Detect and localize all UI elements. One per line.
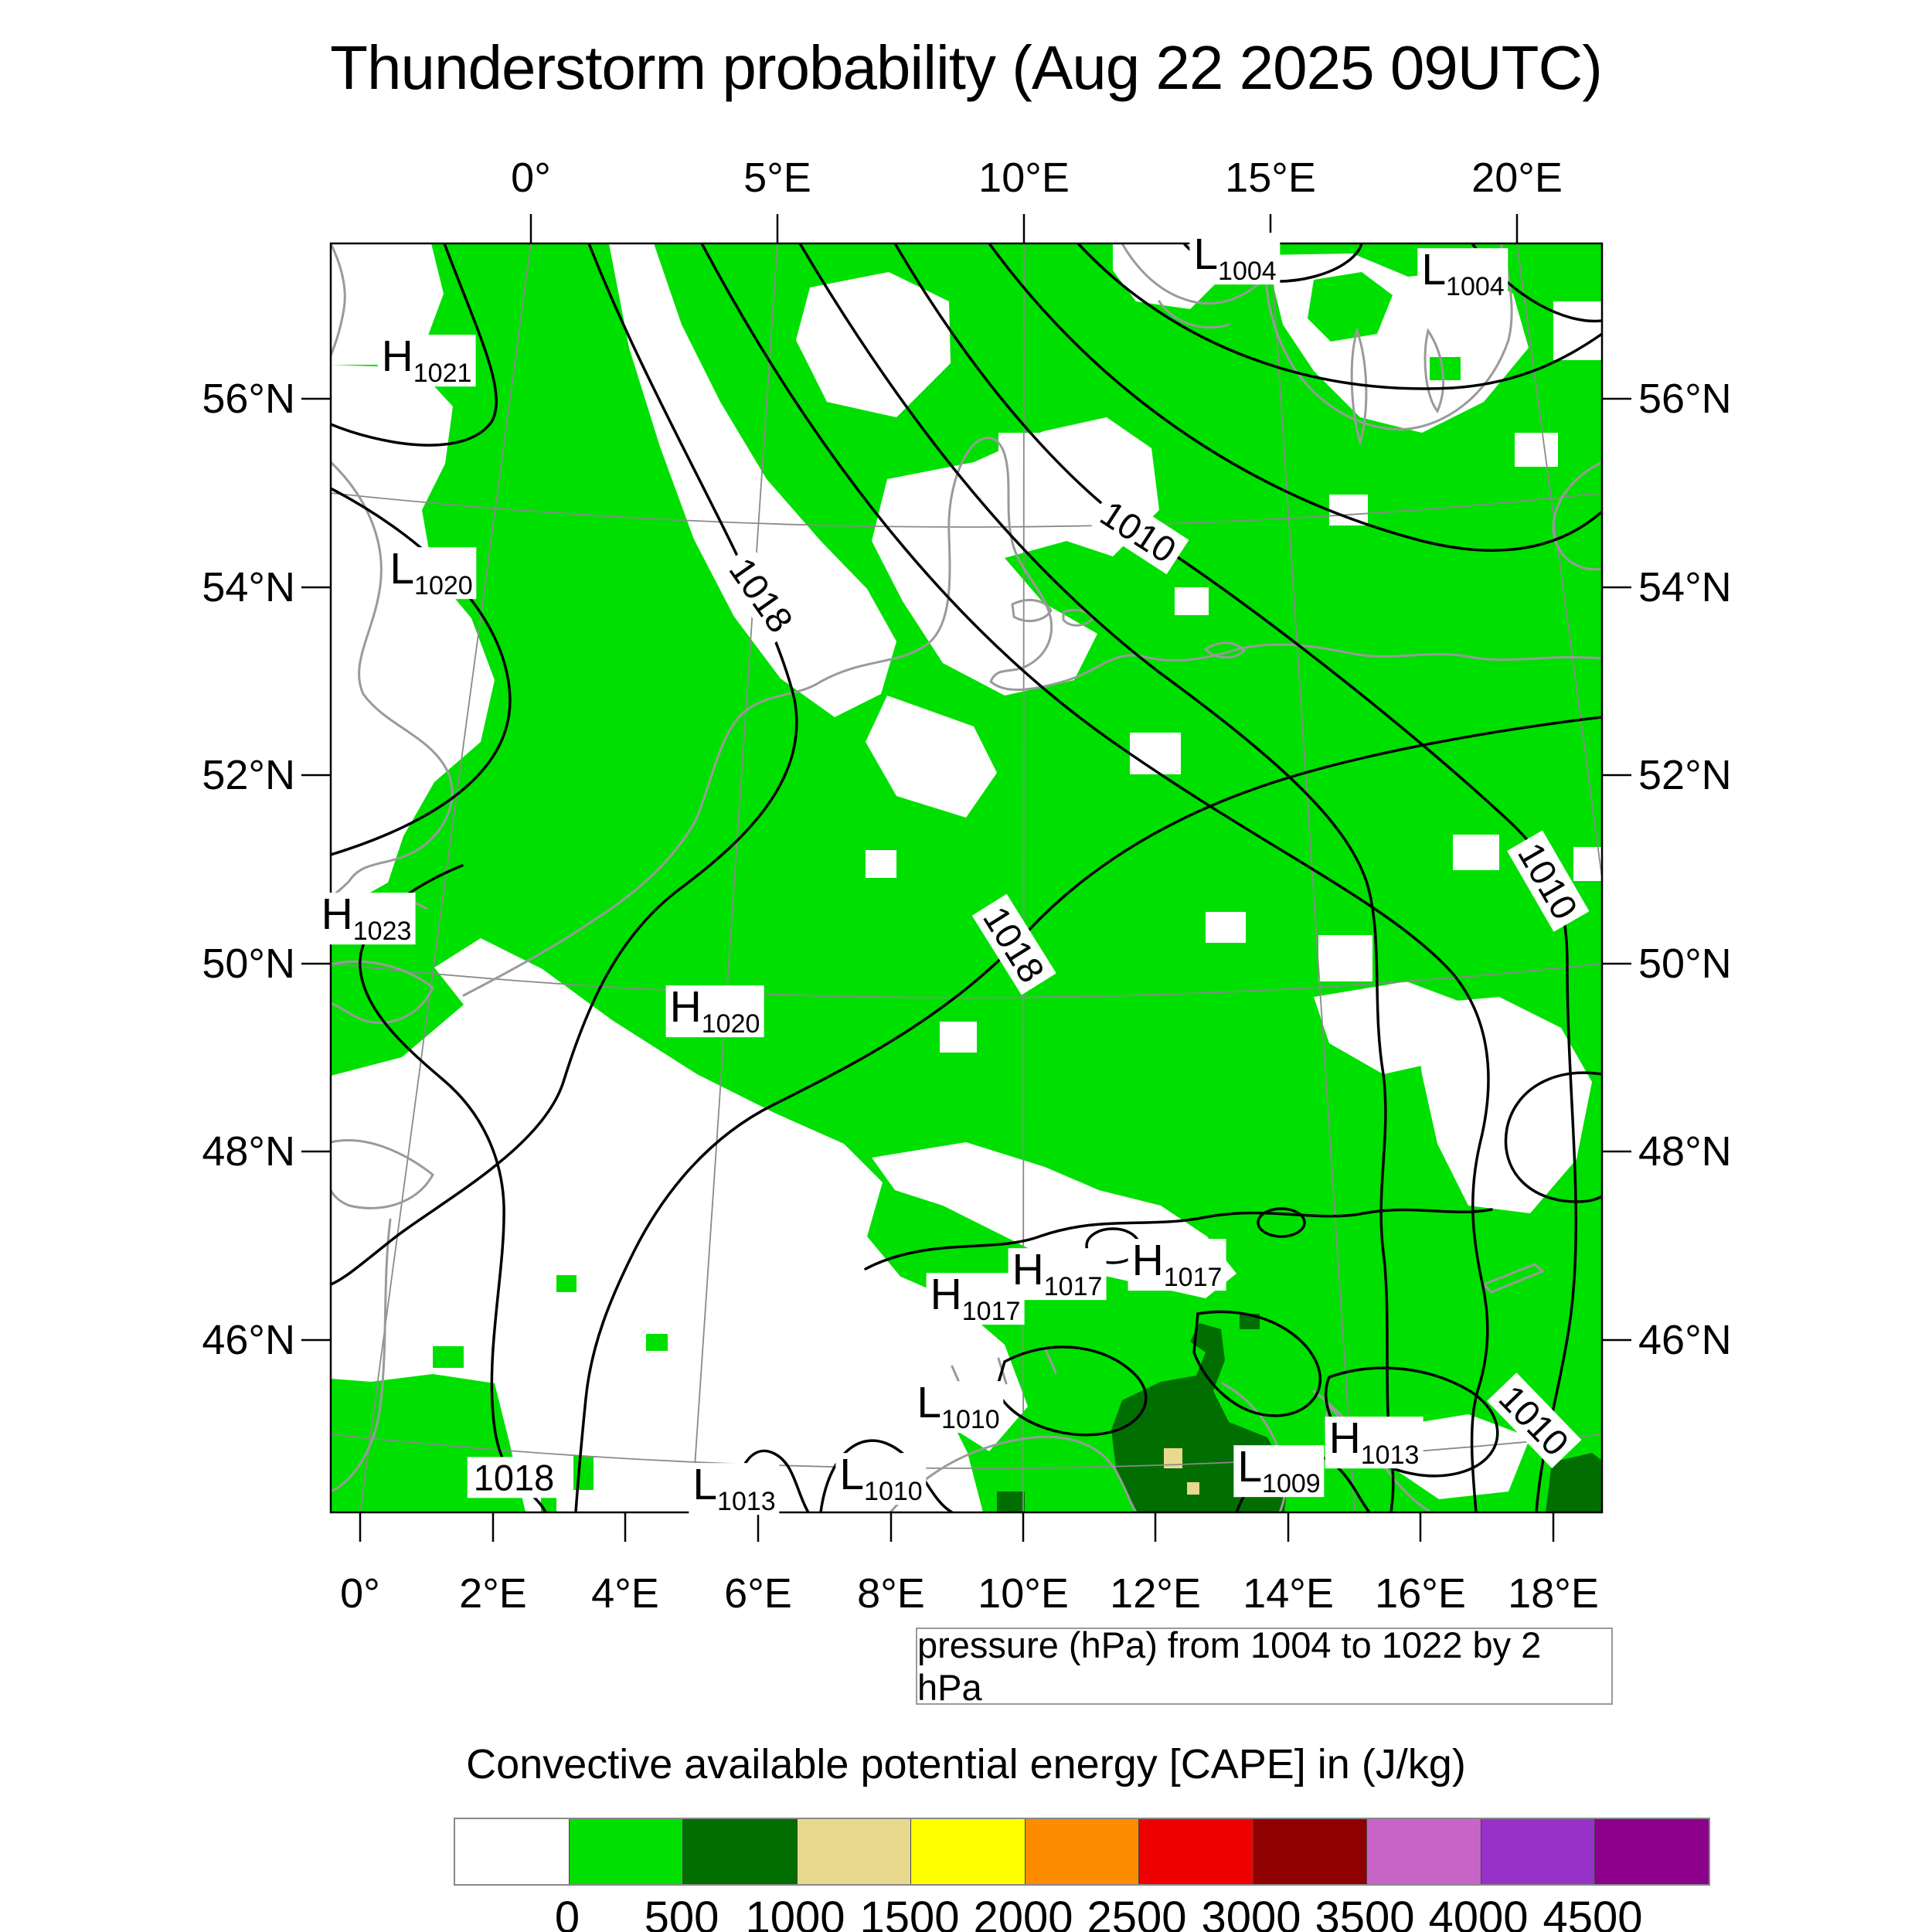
top-axis-label-1: 5°E [743, 155, 811, 201]
pressure-center-l1004-b: L1004 [1417, 248, 1509, 301]
colorbar-cell-green [569, 1819, 684, 1884]
bottom-axis-label-4: 8°E [857, 1570, 925, 1617]
colorbar-cell-darkred [1253, 1819, 1368, 1884]
colorbar-title: Convective available potential energy [C… [466, 1741, 1466, 1787]
left-axis-label-1: 54°N [202, 564, 295, 611]
cape-green-patches [331, 272, 1461, 1512]
pressure-center-l1010-a: L1010 [913, 1381, 1004, 1434]
colorbar-cell-darkmagenta [1595, 1819, 1709, 1884]
colorbar-tick-0: 0 [554, 1893, 580, 1932]
cape-shading-layer [331, 243, 1602, 1512]
colorbar-tick-1500: 1500 [859, 1893, 960, 1932]
pressure-center-l1010-b: L1010 [835, 1453, 927, 1505]
colorbar-tick-3000: 3000 [1201, 1893, 1301, 1932]
pressure-legend-box: pressure (hPa) from 1004 to 1022 by 2 hP… [916, 1624, 1613, 1708]
colorbar-tick-4500: 4500 [1543, 1893, 1643, 1932]
map-border [329, 242, 1604, 1514]
bottom-axis-label-3: 6°E [724, 1570, 792, 1617]
bottom-axis-label-0: 0° [340, 1570, 380, 1617]
colorbar-cell-purple [1481, 1819, 1596, 1884]
left-axis-label-5: 46°N [202, 1317, 295, 1363]
cape-colorbar [454, 1818, 1710, 1886]
top-axis-label-4: 20°E [1471, 155, 1563, 201]
colorbar-tick-1000: 1000 [745, 1893, 845, 1932]
pressure-center-h1017-c: H1017 [1128, 1239, 1226, 1291]
pressure-center-l1020: L1020 [386, 547, 477, 600]
right-axis-label-4: 48°N [1638, 1128, 1732, 1175]
pressure-center-h1013: H1013 [1325, 1417, 1423, 1469]
bottom-axis-label-6: 12°E [1110, 1570, 1201, 1617]
bottom-axis-label-5: 10°E [978, 1570, 1069, 1617]
left-axis-label-3: 50°N [202, 940, 295, 987]
colorbar-cell-darkgreen [683, 1819, 798, 1884]
colorbar-cell-orchid [1367, 1819, 1481, 1884]
pressure-legend-text: pressure (hPa) from 1004 to 1022 by 2 hP… [917, 1624, 1542, 1708]
pressure-center-h1021: H1021 [377, 335, 476, 387]
pressure-center-h1020: H1020 [665, 985, 764, 1038]
colorbar-cell-khaki [797, 1819, 912, 1884]
right-axis-label-1: 54°N [1638, 564, 1732, 611]
colorbar-cell-orange [1025, 1819, 1140, 1884]
right-axis-label-0: 56°N [1638, 376, 1732, 422]
colorbar-tick-3500: 3500 [1315, 1893, 1415, 1932]
left-axis-label-0: 56°N [202, 376, 295, 422]
right-axis-label-5: 46°N [1638, 1317, 1732, 1363]
colorbar-tick-4000: 4000 [1428, 1893, 1529, 1932]
colorbar-tick-2000: 2000 [973, 1893, 1073, 1932]
bottom-axis-label-2: 4°E [591, 1570, 659, 1617]
colorbar-cell-yellow [911, 1819, 1026, 1884]
top-axis-label-3: 15°E [1225, 155, 1316, 201]
right-axis-label-2: 52°N [1638, 752, 1732, 798]
left-axis-label-2: 52°N [202, 752, 295, 798]
colorbar-tick-500: 500 [644, 1893, 719, 1932]
top-axis-label-2: 10°E [978, 155, 1070, 201]
top-axis-label-0: 0° [511, 155, 551, 201]
isobar-label-1018-c: 1018 [467, 1457, 561, 1498]
axis-ticks [301, 214, 1631, 1542]
colorbar-cell-red [1139, 1819, 1253, 1884]
pressure-center-l1009: L1009 [1233, 1445, 1325, 1498]
colorbar-tick-2500: 2500 [1087, 1893, 1187, 1932]
pressure-center-h1017-b: H1017 [1008, 1248, 1107, 1301]
pressure-center-l1013: L1013 [689, 1463, 780, 1515]
left-axis-label-4: 48°N [202, 1128, 295, 1175]
pressure-center-h1017-a: H1017 [926, 1273, 1025, 1325]
bottom-axis-label-1: 2°E [459, 1570, 527, 1617]
colorbar-cell-white [455, 1819, 570, 1884]
pressure-center-h1023: H1023 [317, 893, 416, 945]
bottom-axis-label-9: 18°E [1508, 1570, 1599, 1617]
bottom-axis-label-7: 14°E [1243, 1570, 1334, 1617]
bottom-axis-label-8: 16°E [1375, 1570, 1466, 1617]
page-title: Thunderstorm probability (Aug 22 2025 09… [330, 33, 1603, 102]
pressure-center-l1004-a: L1004 [1189, 233, 1281, 285]
right-axis-label-3: 50°N [1638, 940, 1732, 987]
